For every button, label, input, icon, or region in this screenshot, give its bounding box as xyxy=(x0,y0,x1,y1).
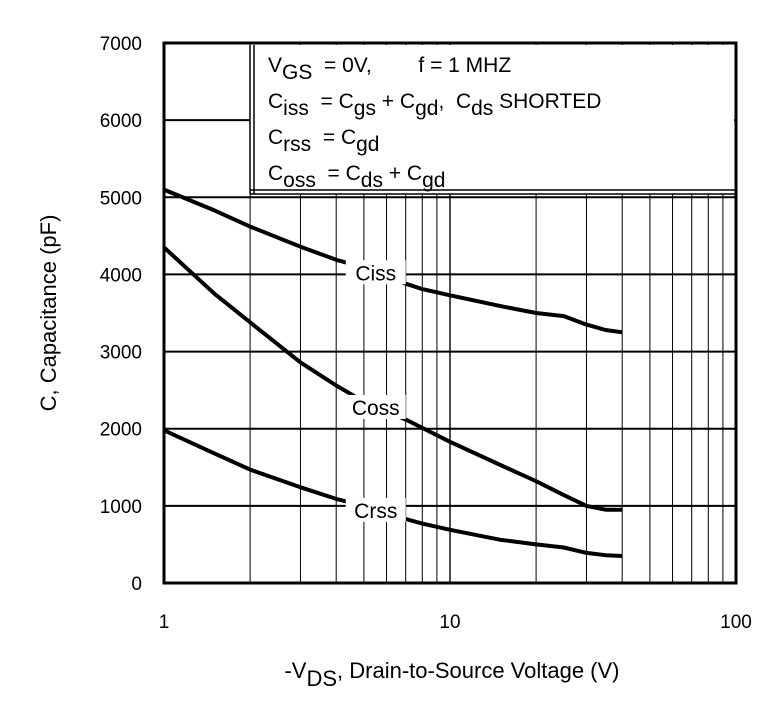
series-label-crss: Crss xyxy=(354,500,397,523)
series-line-coss xyxy=(162,245,623,512)
condition-subscript: gd xyxy=(422,169,445,192)
condition-text: = 0V, f = 1 MHZ xyxy=(312,54,511,77)
condition-text: V xyxy=(268,54,282,77)
plot-frame xyxy=(162,41,738,585)
x-tick-label: 100 xyxy=(720,612,752,633)
x-axis-title-rest: , Drain-to-Source Voltage (V) xyxy=(337,658,619,683)
y-axis-title: C, Capacitance (pF) xyxy=(36,215,61,412)
condition-text: = C xyxy=(309,90,354,113)
condition-text: + C xyxy=(376,90,415,113)
tick-labels: 0 1000 2000 3000 4000 5000 6000 7000 1 10 100 xyxy=(100,34,752,633)
y-tick-label: 5000 xyxy=(100,188,142,209)
y-tick-label: 2000 xyxy=(100,420,142,441)
condition-text: C xyxy=(268,90,283,113)
condition-text: SHORTED xyxy=(493,90,601,113)
condition-text: C xyxy=(268,162,283,185)
condition-subscript: gd xyxy=(415,97,438,120)
condition-subscript: gs xyxy=(354,97,376,120)
y-tick-label: 7000 xyxy=(100,34,142,55)
x-tick-label: 10 xyxy=(439,612,460,633)
condition-line: Coss = Cds + Cgd xyxy=(268,162,445,192)
condition-text: = C xyxy=(311,126,356,149)
series-line-crss xyxy=(163,428,623,558)
y-tick-label: 3000 xyxy=(100,343,142,364)
condition-subscript: GS xyxy=(282,61,312,84)
condition-line: VGS = 0V, f = 1 MHZ xyxy=(268,54,511,84)
x-axis-title: -VDS, Drain-to-Source Voltage (V) xyxy=(284,658,619,691)
x-tick-label: 1 xyxy=(159,612,170,633)
condition-line: Ciss = Cgs + Cgd, Cds SHORTED xyxy=(268,90,601,120)
series-label-bg xyxy=(345,497,406,522)
series-label-ciss: Ciss xyxy=(355,262,396,285)
series-label-bg xyxy=(345,260,406,285)
condition-subscript: ds xyxy=(361,169,383,192)
condition-subscript: iss xyxy=(283,97,309,120)
condition-subscript: oss xyxy=(283,169,316,192)
y-tick-label: 6000 xyxy=(100,111,142,132)
x-axis-title-sub: DS xyxy=(306,666,337,691)
conditions-box-bg xyxy=(250,45,734,194)
condition-subscript: rss xyxy=(283,133,311,156)
series-label-coss: Coss xyxy=(352,397,400,420)
condition-line: Crss = Cgd xyxy=(268,126,379,156)
y-tick-label: 4000 xyxy=(100,265,142,286)
x-axis-title-main: -V xyxy=(284,658,306,683)
condition-text: + C xyxy=(383,162,422,185)
series-label-bg xyxy=(345,394,406,419)
condition-text: = C xyxy=(316,162,361,185)
condition-text: , C xyxy=(438,90,471,113)
condition-text: C xyxy=(268,126,283,149)
condition-subscript: ds xyxy=(471,97,493,120)
series-line-ciss xyxy=(163,187,623,335)
series-lines: Ciss Coss Crss xyxy=(162,187,623,558)
y-tick-label: 0 xyxy=(131,574,142,595)
condition-subscript: gd xyxy=(356,133,379,156)
y-tick-label: 1000 xyxy=(100,497,142,518)
